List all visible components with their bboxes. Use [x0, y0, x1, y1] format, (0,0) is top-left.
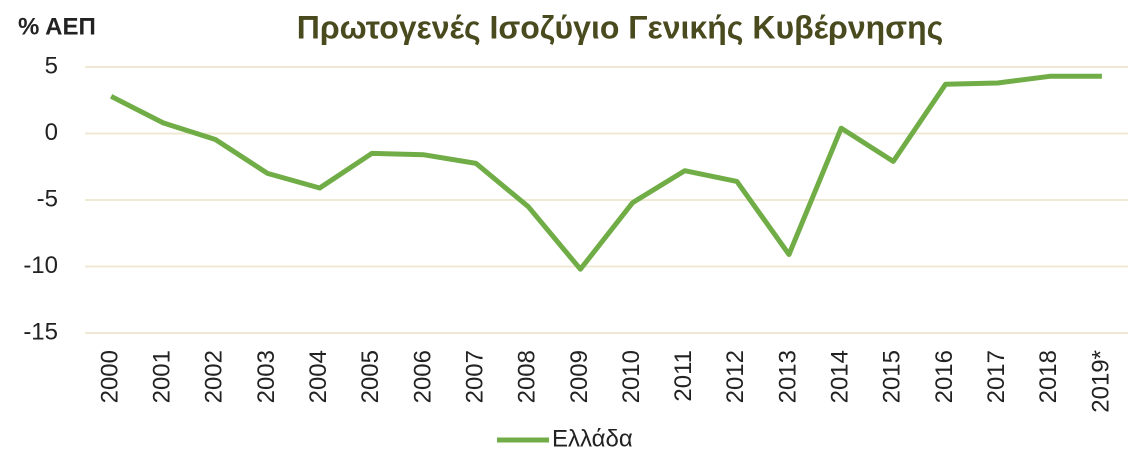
- x-tick-label: 2017: [983, 350, 1010, 403]
- x-tick-label: 2000: [96, 350, 123, 403]
- x-tick-label: 2001: [149, 350, 176, 403]
- legend-label: Ελλάδα: [552, 425, 633, 452]
- x-tick-label: 2015: [879, 350, 906, 403]
- y-axis-label: % ΑΕΠ: [18, 13, 96, 40]
- y-tick-label: 5: [45, 52, 58, 79]
- y-tick-label: -5: [37, 185, 58, 212]
- x-tick-label: 2010: [618, 350, 645, 403]
- x-tick-label: 2008: [514, 350, 541, 403]
- y-tick-label: -10: [23, 252, 58, 279]
- y-tick-label: 0: [45, 119, 58, 146]
- chart-title: Πρωτογενές Ισοζύγιο Γενικής Κυβέρνησης: [297, 9, 944, 45]
- x-tick-label: 2009: [566, 350, 593, 403]
- x-tick-label: 2013: [774, 350, 801, 403]
- x-tick-label: 2005: [357, 350, 384, 403]
- x-tick-label: 2011: [670, 350, 697, 402]
- y-tick-label: -15: [23, 318, 58, 345]
- x-tick-label: 2019*: [1087, 350, 1114, 413]
- x-tick-label: 2018: [1035, 350, 1062, 403]
- x-tick-label: 2003: [253, 350, 280, 403]
- x-tick-label: 2002: [201, 350, 228, 403]
- x-tick-label: 2014: [827, 350, 854, 403]
- x-tick-label: 2016: [931, 350, 958, 403]
- x-tick-label: 2012: [722, 350, 749, 403]
- x-tick-label: 2004: [305, 350, 332, 403]
- data-line: [109, 73, 1102, 272]
- x-tick-label: 2006: [409, 350, 436, 403]
- x-tick-label: 2007: [461, 350, 488, 403]
